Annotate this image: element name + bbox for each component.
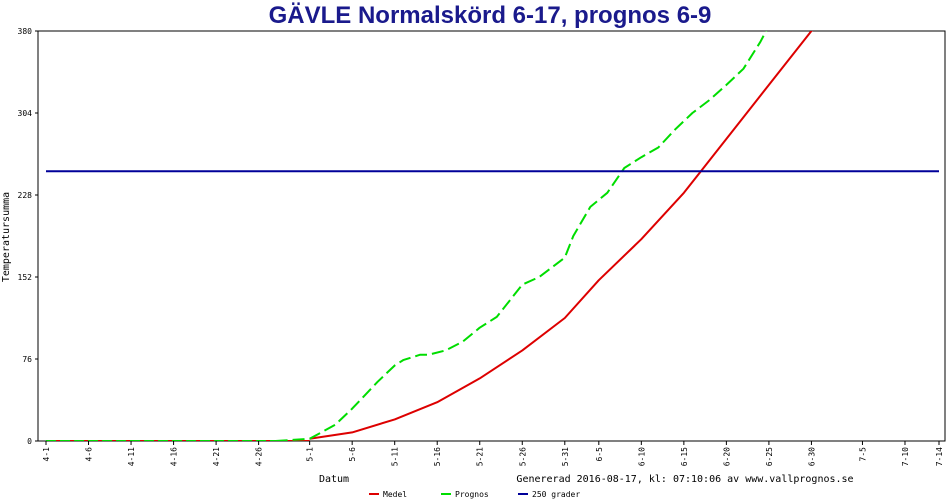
chart-title: GÄVLE Normalskörd 6-17, prognos 6-9 — [269, 2, 712, 29]
x-axis-label: Datum — [319, 474, 349, 485]
y-axis-ticks: 0 76 152 228 304 380 — [18, 27, 38, 446]
footer-text: Genererad 2016-08-17, kl: 07:10:06 av ww… — [516, 474, 853, 485]
y-tick-label: 76 — [22, 355, 32, 364]
legend-prognos-label: Prognos — [455, 490, 489, 499]
x-tick-label: 4-26 — [255, 447, 264, 466]
x-tick-label: 5-6 — [348, 447, 357, 462]
x-tick-label: 5-26 — [518, 447, 527, 466]
x-tick-label: 6-25 — [765, 447, 774, 466]
series-medel-line — [309, 31, 813, 440]
y-tick-label: 152 — [18, 273, 33, 282]
x-tick-label: 6-20 — [722, 447, 731, 466]
x-tick-label: 6-10 — [637, 447, 646, 466]
y-tick-label: 228 — [18, 191, 33, 200]
x-tick-label: 5-16 — [433, 447, 442, 466]
x-tick-label: 5-21 — [476, 447, 485, 466]
series-prognos-line — [275, 31, 768, 441]
x-tick-label: 5-31 — [561, 447, 570, 466]
x-axis-ticks: 4-1 4-6 4-11 4-16 4-21 4-26 5-1 5-6 5-11 5-16 5-21… — [42, 441, 944, 466]
y-tick-label: 0 — [27, 437, 32, 446]
x-tick-label: 6-15 — [680, 447, 689, 466]
y-axis-label: Temperatursumma — [1, 192, 12, 282]
x-tick-label: 5-1 — [306, 447, 315, 462]
x-tick-label: 4-1 — [42, 447, 51, 462]
legend-medel-label: Medel — [383, 490, 407, 499]
x-tick-label: 4-11 — [127, 447, 136, 466]
x-tick-label: 5-11 — [391, 447, 400, 466]
x-tick-label: 6-30 — [807, 447, 816, 466]
x-tick-label: 7-10 — [901, 447, 910, 466]
plot-border — [37, 30, 946, 442]
y-tick-label: 380 — [18, 27, 33, 36]
legend-threshold-label: 250 grader — [532, 490, 580, 499]
x-tick-label: 4-21 — [212, 447, 221, 466]
y-tick-label: 304 — [18, 109, 33, 118]
x-tick-label: 7-14 — [935, 447, 944, 466]
plot-frame — [37, 30, 946, 442]
x-tick-label: 7-5 — [858, 447, 867, 462]
x-tick-label: 6-5 — [595, 447, 604, 462]
x-tick-label: 4-16 — [170, 447, 179, 466]
series-layer — [46, 31, 939, 441]
x-tick-label: 4-6 — [85, 447, 94, 462]
legend: Medel Prognos 250 grader — [369, 490, 580, 499]
